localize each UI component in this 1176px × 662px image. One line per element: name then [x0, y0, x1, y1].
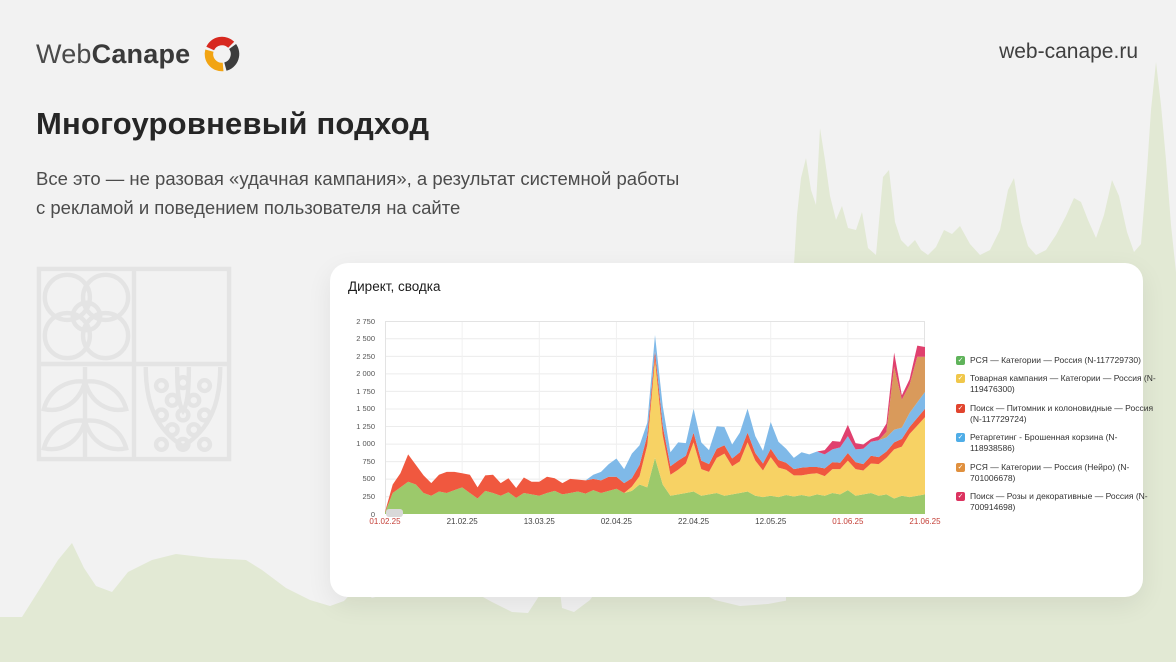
- x-axis-labels: 01.02.25 21.02.25 13.03.25 02.04.25 22.04.25…: [369, 517, 940, 531]
- subtitle-line-1: Все это — не разовая «удачная кампания»,…: [36, 168, 680, 189]
- page-title: Многоуровневый подход: [36, 106, 430, 141]
- chart-plot: [385, 321, 925, 514]
- range-handle[interactable]: [386, 509, 403, 517]
- y-tick-label: 500: [362, 474, 375, 484]
- logo-text-canape: Canape: [91, 38, 191, 69]
- y-tick-label: 2 500: [356, 334, 375, 344]
- legend-label: РСЯ — Категории — Россия (Нейро) (N-7010…: [970, 461, 1130, 483]
- y-tick-label: 2 250: [356, 351, 375, 361]
- legend-checkbox-icon[interactable]: ✓: [956, 356, 965, 365]
- x-tick-label: 01.06.25: [832, 517, 864, 526]
- page-subtitle: Все это — не разовая «удачная кампания»,…: [36, 165, 679, 222]
- legend-checkbox-icon[interactable]: ✓: [956, 374, 965, 384]
- legend-item[interactable]: ✓ РСЯ — Категории — Россия (N-117729730): [956, 355, 1156, 366]
- y-tick-label: 2 000: [356, 369, 375, 379]
- legend-checkbox-icon[interactable]: ✓: [956, 491, 965, 501]
- webcanape-swirl-icon: [205, 36, 240, 72]
- legend-label: РСЯ — Категории — Россия (N-117729730): [970, 355, 1141, 365]
- garden-grid-icon: [36, 266, 232, 462]
- webcanape-logo: WebCanape: [36, 32, 244, 76]
- x-tick-label: 01.02.25: [369, 517, 401, 526]
- legend-checkbox-icon[interactable]: ✓: [956, 403, 965, 413]
- y-axis-labels: 0 250 500 750 1 000 1 250 1 500 1 750 2 000 2 250…: [330, 317, 380, 519]
- direct-summary-card: Директ, сводка 0 250 500 750 1 000 1 250 1 500…: [330, 263, 1156, 597]
- legend-item[interactable]: ✓ Поиск — Питомник и колоновидные — Росси…: [956, 403, 1156, 425]
- x-tick-label: 13.03.25: [523, 517, 555, 526]
- y-tick-label: 1 250: [356, 421, 375, 431]
- logo-text: WebCanape: [36, 39, 190, 70]
- logo-text-web: Web: [36, 38, 92, 69]
- site-url: web-canape.ru: [999, 40, 1138, 63]
- legend-label: Ретаргетинг - Брошенная корзина (N-11893…: [970, 432, 1118, 454]
- subtitle-line-2: с рекламой и поведением пользователя на …: [36, 196, 461, 218]
- legend-checkbox-icon[interactable]: ✓: [956, 462, 965, 472]
- y-tick-label: 750: [362, 456, 375, 466]
- legend-item[interactable]: ✓ Ретаргетинг - Брошенная корзина (N-1189…: [956, 432, 1156, 454]
- y-tick-label: 250: [362, 491, 375, 501]
- y-tick-label: 1 000: [356, 439, 375, 449]
- legend-item[interactable]: ✓ Товарная кампания — Категории — Россия …: [956, 373, 1156, 395]
- legend-checkbox-icon[interactable]: ✓: [956, 433, 965, 443]
- legend-label: Поиск — Розы и декоративные — Россия (N-…: [970, 490, 1148, 513]
- legend-label: Товарная кампания — Категории — Россия (…: [970, 373, 1156, 395]
- legend-item[interactable]: ✓ РСЯ — Категории — Россия (Нейро) (N-701…: [956, 462, 1156, 484]
- y-tick-label: 1 500: [356, 404, 375, 414]
- area-series: [385, 359, 925, 513]
- y-tick-label: 0: [370, 509, 375, 519]
- area-series: [385, 457, 925, 514]
- x-tick-label: 22.04.25: [677, 517, 710, 526]
- x-tick-label: 21.02.25: [446, 517, 478, 526]
- chart-title: Директ, сводка: [348, 279, 441, 294]
- y-tick-label: 1 750: [356, 386, 375, 396]
- x-tick-label: 02.04.25: [600, 517, 632, 526]
- chart-legend: ✓ РСЯ — Категории — Россия (N-117729730) ✓…: [956, 355, 1156, 520]
- x-tick-label: 12.05.25: [755, 517, 787, 526]
- area-series: [385, 351, 925, 513]
- legend-item[interactable]: ✓ Поиск — Розы и декоративные — Россия (N…: [956, 491, 1156, 513]
- x-tick-label: 21.06.25: [909, 517, 941, 526]
- legend-label: Поиск — Питомник и колоновидные — Россия…: [970, 402, 1154, 424]
- y-tick-label: 2 750: [356, 316, 375, 326]
